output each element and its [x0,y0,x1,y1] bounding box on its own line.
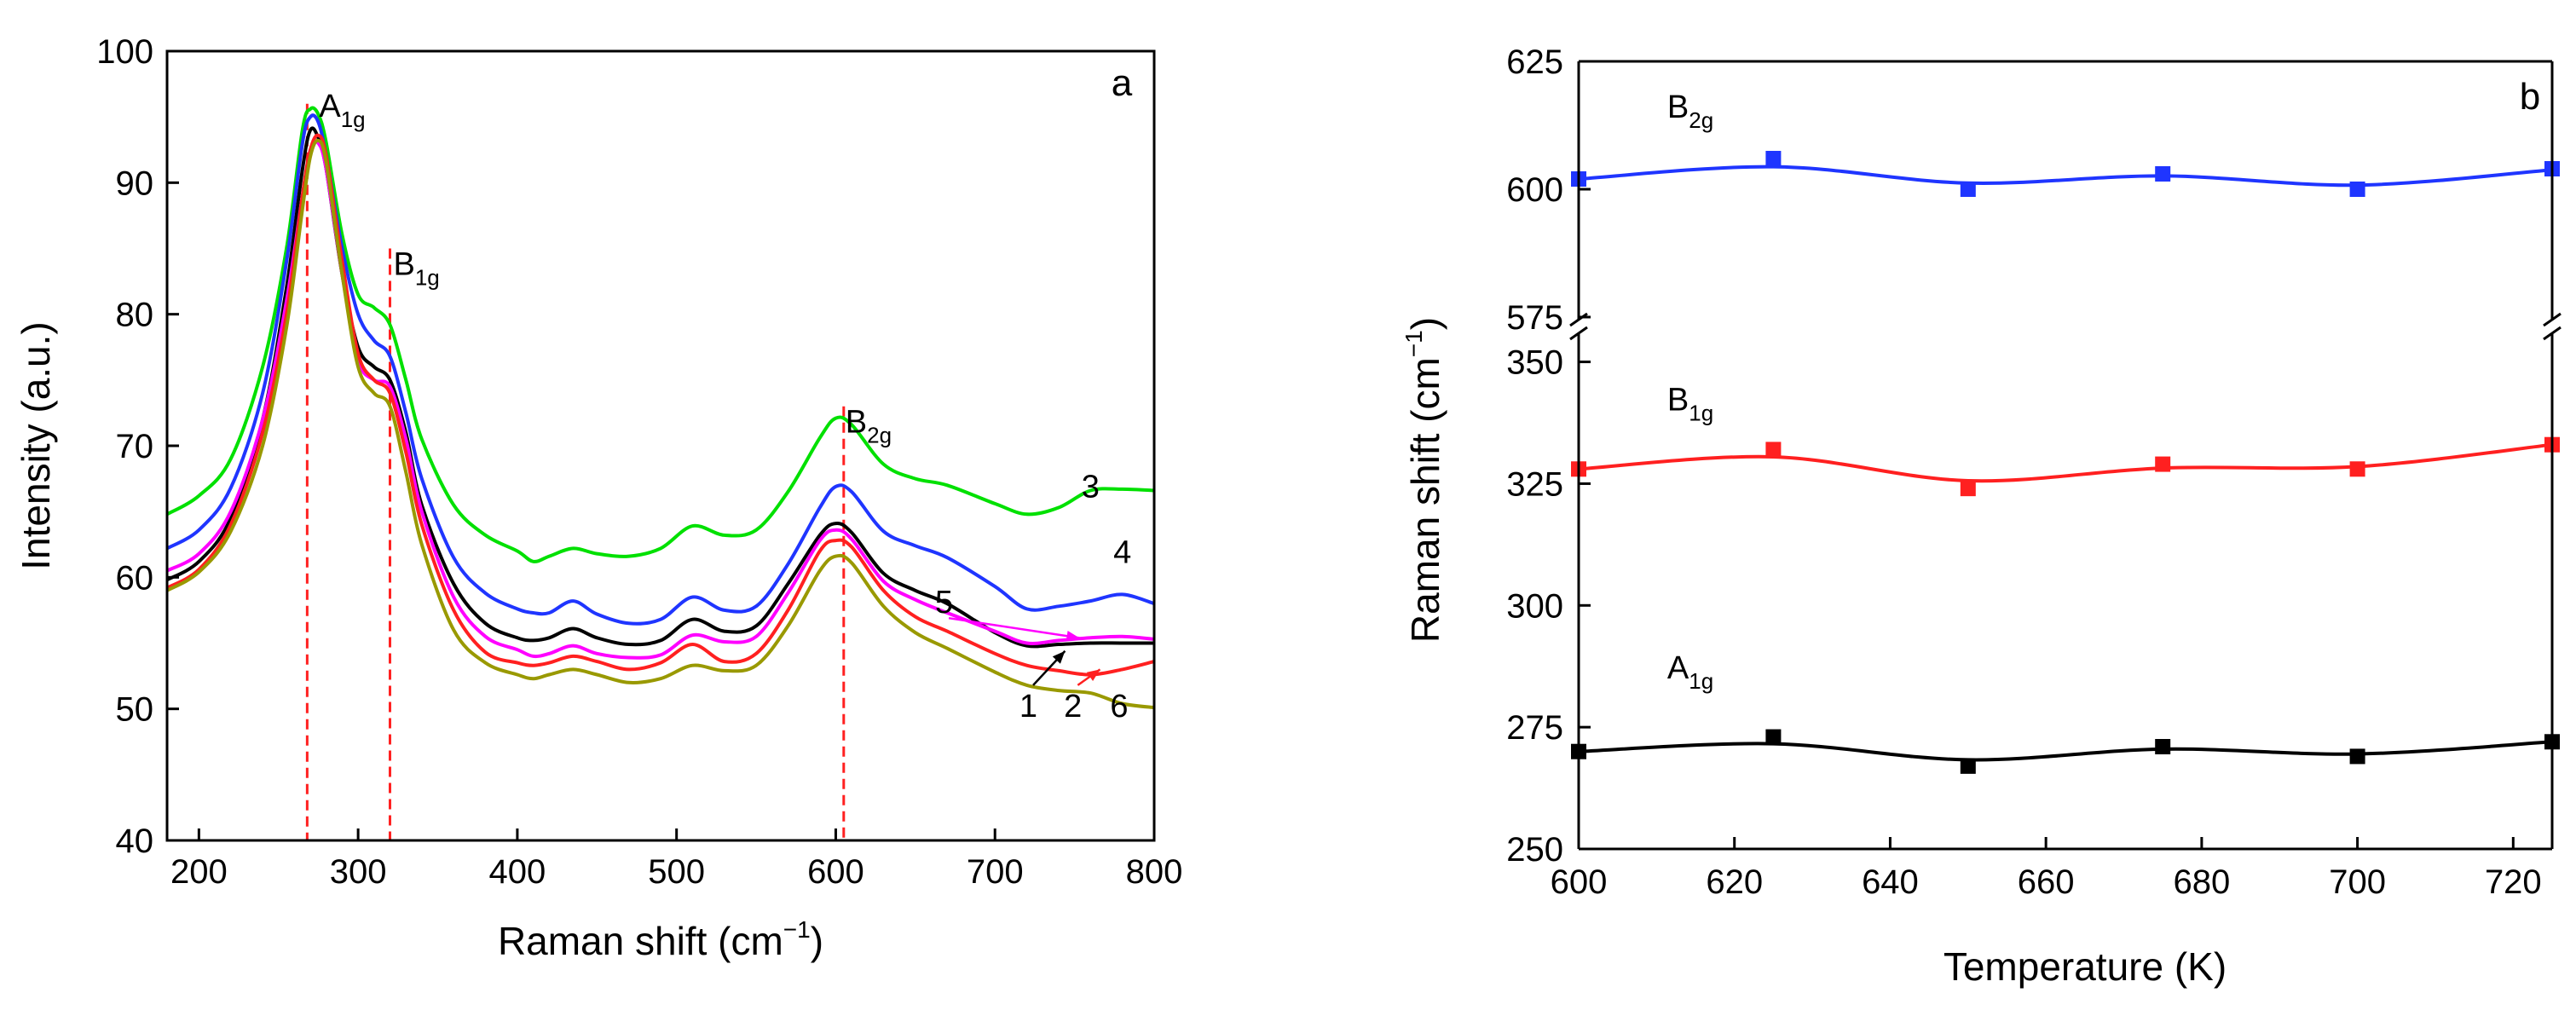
arrow-head-5 [1066,630,1080,642]
fit-line-B1g [1578,442,2553,483]
peak-label-B1g: B1g [393,246,439,290]
data-point-B1g [2155,456,2171,472]
spectrum-line-6 [165,138,1155,710]
panel-b-y-axis-title: Raman shift (cm−1) [1401,317,1447,643]
label-arrows [948,616,1101,686]
data-point-B1g [2349,461,2365,477]
x-tick-label: 700 [2329,863,2386,901]
x-tick-label: 640 [1862,863,1919,901]
y-tick-label: 250 [1506,831,1563,869]
x-tick-label: 600 [807,853,864,891]
axis-break-mark [1569,326,1588,341]
y-tick-label: 70 [116,428,154,465]
peak-label-B2g: B2g [846,405,892,448]
curve-label-4: 4 [1113,534,1131,570]
peak-labels: A1g B1g B2g [319,89,892,447]
data-point-A1g [1765,729,1782,745]
data-point-B2g [2349,182,2365,197]
axis-break-mark [1569,312,1588,327]
panel-b-frame [1569,60,2562,851]
arrow-head-1 [1052,650,1066,664]
x-tick-label: 200 [170,853,228,891]
temperature-series [1571,151,2560,774]
y-tick-label: 350 [1506,344,1563,382]
y-tick-label: 40 [116,823,154,860]
y-tick-label: 50 [116,691,154,729]
y-tick-label: 600 [1506,171,1563,209]
axis-break-mark [2543,326,2562,341]
y-tick-label: 100 [96,33,153,71]
series-label-A1g: A1g [1667,650,1713,694]
y-tick-label: 575 [1506,299,1563,337]
peak-label-A1g: A1g [319,89,365,132]
y-tick-label: 300 [1506,587,1563,625]
x-tick-label: 680 [2174,863,2231,901]
y-tick-label: 80 [116,297,154,334]
spectra-series [165,106,1155,710]
series-label-B1g: B1g [1667,383,1713,426]
curve-label-1: 1 [1019,689,1037,724]
x-tick-label: 660 [2018,863,2075,901]
panel-a: 200 300 400 500 600 700 800 40 50 60 70 80 90 100 A1… [14,33,1182,963]
x-tick-label: 620 [1706,863,1763,901]
x-axis-ticks: 600 620 640 660 680 700 720 [1551,837,2542,901]
panel-b-x-axis-title: Temperature (K) [1944,944,2227,989]
curve-labels: 34 5 1 2 6 [935,469,1131,724]
arrow-head-2 [1086,669,1100,681]
spectrum-line-1 [165,126,1154,649]
x-tick-label: 300 [330,853,387,891]
axis-break-mark [2543,312,2562,327]
arrow-line-5 [948,616,1080,639]
panel-a-corner-label: a [1112,62,1133,104]
data-point-B1g [1960,481,1976,497]
spectrum-line-4 [165,113,1155,626]
y-tick-label: 60 [116,559,154,597]
peak-marker-lines [305,103,846,840]
panel-a-frame [165,49,1156,842]
x-tick-label: 400 [489,853,546,891]
y-axis-ticks: 40 50 60 70 80 90 100 [96,33,179,860]
data-point-A1g [1960,758,1976,774]
data-point-A1g [2155,739,2171,754]
panel-b-corner-label: b [2520,76,2540,118]
x-tick-label: 720 [2485,863,2542,901]
y-axis-ticks: 250 275 300 325 350 575 600 625 [1506,43,1591,869]
y-tick-label: 90 [116,165,154,202]
data-point-B2g [1960,182,1976,197]
panel-b: 600 620 640 660 680 700 720 250 275 300 325 350 575… [1401,43,2562,989]
data-point-A1g [2349,748,2365,765]
x-tick-label: 800 [1126,853,1183,891]
y-tick-label: 625 [1506,43,1563,81]
curve-label-5: 5 [935,585,953,621]
fit-line-B2g [1578,165,2553,188]
curve-label-6: 6 [1110,689,1128,724]
panel-a-y-axis-title: Intensity (a.u.) [14,321,58,569]
y-tick-label: 275 [1506,709,1563,747]
x-axis-ticks: 200 300 400 500 600 700 800 [170,828,1182,891]
series-labels: B2g B1g A1g [1667,89,1713,694]
x-tick-label: 700 [967,853,1024,891]
data-point-B2g [2155,166,2171,182]
curve-label-2: 2 [1064,689,1082,724]
spectrum-line-3 [165,106,1155,563]
panel-a-x-axis-title: Raman shift (cm−1) [498,916,823,963]
data-point-B1g [1765,442,1782,458]
fit-line-A1g [1578,740,2553,762]
y-tick-label: 325 [1506,465,1563,503]
curve-label-3: 3 [1082,469,1100,505]
x-tick-label: 600 [1551,863,1608,901]
data-point-B2g [1765,151,1782,166]
spectrum-line-5 [166,140,1155,660]
x-tick-label: 500 [648,853,705,891]
series-label-B2g: B2g [1667,89,1713,133]
